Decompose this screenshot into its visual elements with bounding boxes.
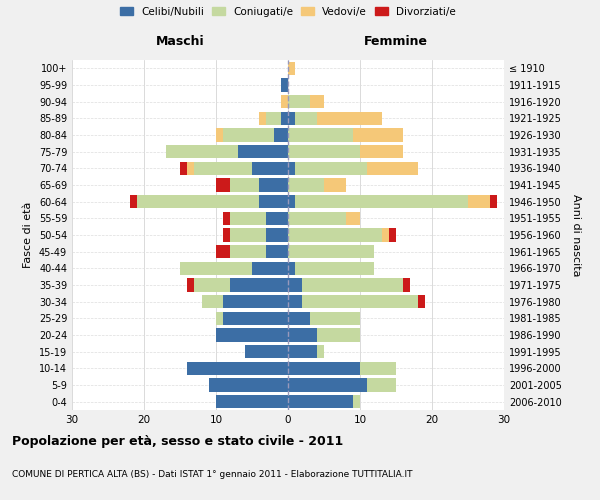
Bar xyxy=(137,195,259,208)
Bar xyxy=(187,162,194,175)
Bar xyxy=(288,145,360,158)
Bar xyxy=(223,228,230,241)
Bar xyxy=(166,145,238,158)
Bar xyxy=(245,345,288,358)
Bar xyxy=(180,162,187,175)
Bar xyxy=(288,212,346,225)
Bar xyxy=(490,195,497,208)
Bar xyxy=(259,112,266,125)
Bar xyxy=(209,378,288,392)
Bar xyxy=(252,262,288,275)
Bar xyxy=(288,245,374,258)
Legend: Celibi/Nubili, Coniugati/e, Vedovi/e, Divorziati/e: Celibi/Nubili, Coniugati/e, Vedovi/e, Di… xyxy=(117,4,459,20)
Bar xyxy=(295,112,317,125)
Bar xyxy=(281,78,288,92)
Bar xyxy=(281,112,288,125)
Text: COMUNE DI PERTICA ALTA (BS) - Dati ISTAT 1° gennaio 2011 - Elaborazione TUTTITAL: COMUNE DI PERTICA ALTA (BS) - Dati ISTAT… xyxy=(12,470,413,479)
Bar xyxy=(353,128,403,141)
Bar xyxy=(288,112,295,125)
Bar xyxy=(266,112,281,125)
Bar xyxy=(310,312,360,325)
Bar xyxy=(295,195,468,208)
Bar xyxy=(230,212,266,225)
Bar xyxy=(382,228,389,241)
Bar xyxy=(266,245,288,258)
Bar xyxy=(389,228,396,241)
Bar xyxy=(360,362,396,375)
Bar xyxy=(216,312,223,325)
Bar xyxy=(216,245,230,258)
Bar xyxy=(288,95,310,108)
Bar xyxy=(187,278,194,291)
Bar xyxy=(230,278,288,291)
Bar xyxy=(202,295,223,308)
Bar xyxy=(288,195,295,208)
Bar xyxy=(281,95,288,108)
Bar xyxy=(367,162,418,175)
Bar xyxy=(288,345,317,358)
Bar xyxy=(230,228,266,241)
Bar xyxy=(223,312,288,325)
Y-axis label: Anni di nascita: Anni di nascita xyxy=(571,194,581,276)
Bar xyxy=(194,278,230,291)
Bar xyxy=(418,295,425,308)
Bar xyxy=(288,178,324,192)
Bar xyxy=(367,378,396,392)
Bar xyxy=(288,128,353,141)
Bar xyxy=(403,278,410,291)
Bar xyxy=(288,295,302,308)
Bar xyxy=(288,312,310,325)
Bar xyxy=(266,212,288,225)
Bar xyxy=(310,95,324,108)
Bar xyxy=(288,62,295,75)
Bar xyxy=(468,195,490,208)
Bar xyxy=(288,395,353,408)
Bar xyxy=(274,128,288,141)
Y-axis label: Fasce di età: Fasce di età xyxy=(23,202,33,268)
Bar xyxy=(216,328,288,342)
Bar xyxy=(288,378,367,392)
Bar xyxy=(324,178,346,192)
Text: Femmine: Femmine xyxy=(364,36,428,49)
Bar xyxy=(360,145,403,158)
Bar xyxy=(223,295,288,308)
Bar xyxy=(288,262,295,275)
Bar xyxy=(317,345,324,358)
Bar xyxy=(302,278,403,291)
Bar xyxy=(302,295,418,308)
Bar xyxy=(130,195,137,208)
Bar xyxy=(295,262,374,275)
Bar xyxy=(346,212,360,225)
Bar xyxy=(266,228,288,241)
Bar xyxy=(216,128,223,141)
Bar xyxy=(259,178,288,192)
Bar xyxy=(230,245,266,258)
Bar xyxy=(216,178,230,192)
Bar xyxy=(238,145,288,158)
Bar xyxy=(288,228,382,241)
Bar xyxy=(223,128,274,141)
Bar xyxy=(259,195,288,208)
Bar xyxy=(187,362,288,375)
Bar xyxy=(216,395,288,408)
Bar xyxy=(288,362,360,375)
Bar xyxy=(317,112,382,125)
Bar xyxy=(230,178,259,192)
Bar xyxy=(317,328,360,342)
Bar xyxy=(353,395,360,408)
Bar xyxy=(252,162,288,175)
Text: Popolazione per età, sesso e stato civile - 2011: Popolazione per età, sesso e stato civil… xyxy=(12,435,343,448)
Bar xyxy=(288,162,295,175)
Bar xyxy=(180,262,252,275)
Bar xyxy=(288,278,302,291)
Bar xyxy=(288,328,317,342)
Bar xyxy=(194,162,252,175)
Text: Maschi: Maschi xyxy=(155,36,205,49)
Bar xyxy=(223,212,230,225)
Bar xyxy=(295,162,367,175)
